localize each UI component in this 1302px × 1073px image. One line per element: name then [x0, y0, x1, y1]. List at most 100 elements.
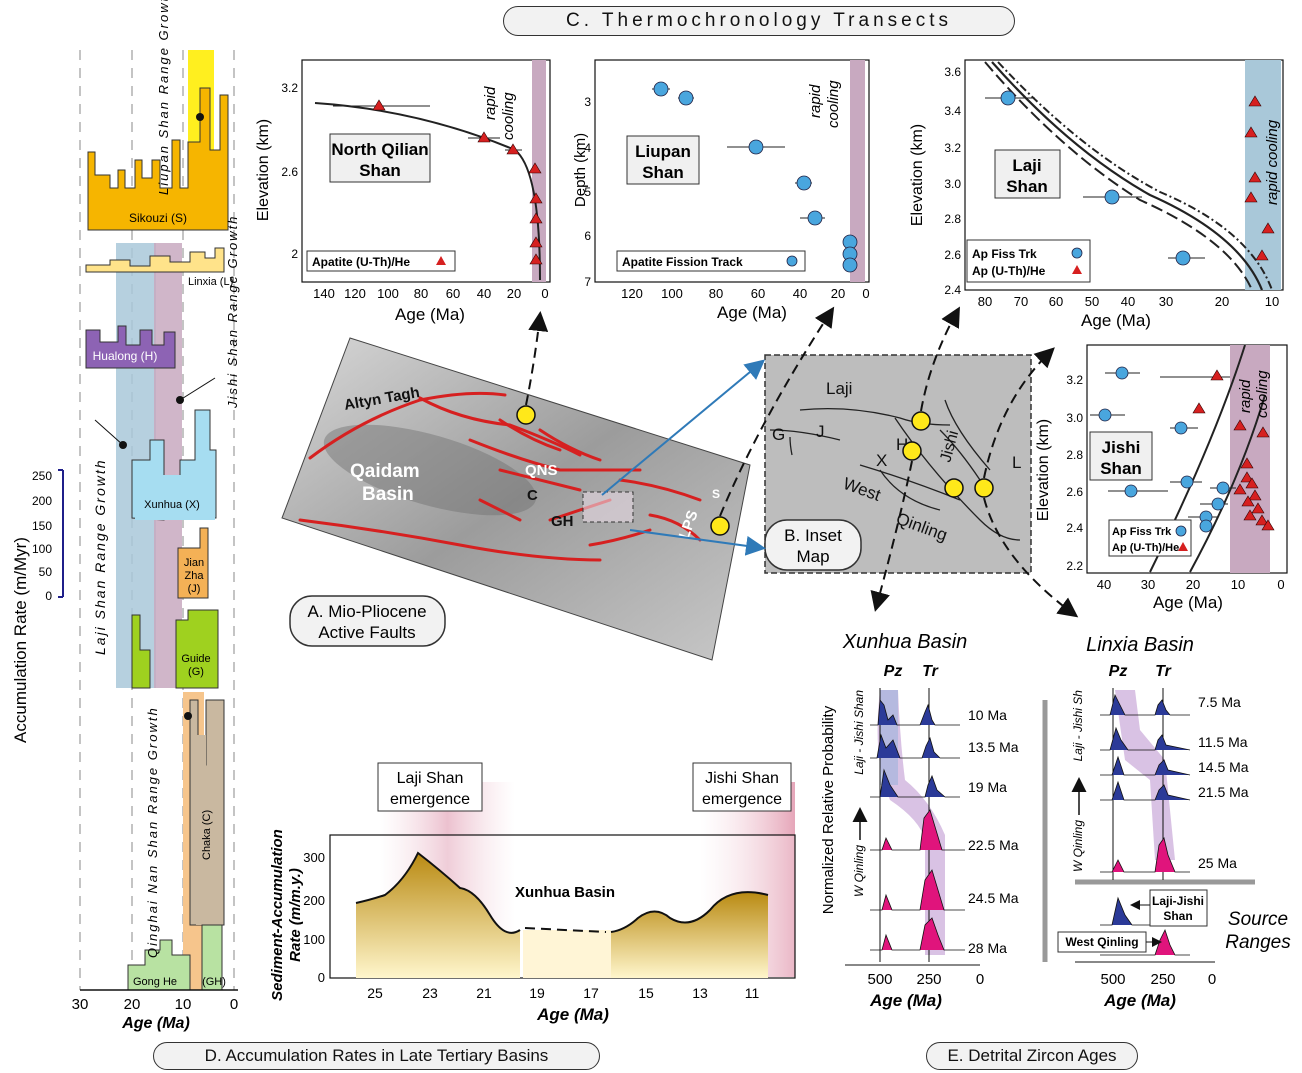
basin-label: Gong He	[133, 976, 177, 988]
label-thermo-north_qilian-yticks-2: 2	[291, 247, 298, 261]
label-zircon-xunhua_ages-3: 22.5 Ma	[968, 837, 1019, 853]
label-thermo-jishi-legend1: Ap Fiss Trk	[1112, 526, 1172, 538]
label-zircon-src_label2: Ranges	[1225, 932, 1291, 953]
label-thermo-jishi-yticks-5: 2.2	[1066, 559, 1083, 573]
label-zircon-xunhua_ages-2: 19 Ma	[968, 779, 1007, 795]
label-thermo-laji-title2: Shan	[1006, 177, 1048, 196]
label-thermo-liupan-xticks-5: 20	[831, 286, 845, 301]
label-left_column-y_ticks-3: 100	[32, 542, 52, 556]
label-thermo-jishi-note2: cooling	[1254, 370, 1271, 418]
label-zircon-xticks-0: 500	[867, 971, 892, 988]
label-map-inset_labels-3: J	[816, 422, 825, 441]
label-thermo-north_qilian-xticks-3: 80	[414, 286, 428, 301]
label-thermo-north_qilian-note1: rapid	[482, 86, 499, 120]
left-accumulation-column: Sikouzi (S) Linxia (L) Hualong (H) Xunhu…	[11, 0, 240, 1032]
basin-label: Guide	[181, 653, 210, 665]
label-zircon-src_west: West Qinling	[1065, 935, 1138, 949]
label-thermo-north_qilian-xticks-5: 40	[477, 286, 491, 301]
basin-label: Xunhua (X)	[144, 499, 200, 511]
label-zircon-xunhua_ages-0: 10 Ma	[968, 707, 1007, 723]
label-thermo-laji-note: rapid cooling	[1264, 119, 1281, 205]
label-zircon-src_label1: Source	[1228, 909, 1288, 930]
label-zircon-linxia_ages-2: 14.5 Ma	[1198, 759, 1249, 775]
basin-label: (J)	[188, 583, 201, 595]
label-map-labels-2: Basin	[362, 484, 414, 505]
label-thermo-jishi-yticks-0: 3.2	[1066, 373, 1083, 387]
label-thermo-jishi-yticks-2: 2.8	[1066, 448, 1083, 462]
panel-a-title-2: Active Faults	[318, 623, 415, 642]
label-zircon-xlabel: Age (Ma)	[869, 991, 942, 1010]
label-thermo-laji-xticks-4: 40	[1121, 294, 1135, 309]
panel-c-title: C. Thermochronology Transects	[503, 6, 1015, 36]
label-zircon-xunhua_ages-4: 24.5 Ma	[968, 890, 1019, 906]
label-thermo-laji-xticks-6: 20	[1215, 294, 1229, 309]
fault-map: Altyn Tagh Qaidam Basin QNS C GH LPS S	[281, 337, 751, 661]
label-thermo-liupan-title2: Shan	[642, 163, 684, 182]
label-accum_chart-xticks-6: 13	[692, 985, 708, 1001]
label-map-inset_labels-5: X	[876, 451, 887, 470]
label-accum_chart-ylabel1: Sediment-Accumulation	[269, 829, 286, 1001]
label-accum_chart-laji_em_1: Laji Shan	[397, 770, 464, 787]
label-thermo-liupan-xticks-1: 100	[661, 286, 683, 301]
label-map-labels-1: Qaidam	[350, 461, 420, 482]
label-zircon-xticks-1: 250	[916, 971, 941, 988]
label-thermo-laji-xlabel: Age (Ma)	[1081, 311, 1151, 330]
label-thermo-laji-ylabel: Elevation (km)	[909, 124, 926, 226]
label-thermo-jishi-xticks-1: 30	[1141, 577, 1155, 592]
label-thermo-north_qilian-xticks-1: 120	[344, 286, 366, 301]
label-zircon-linxia_ages-0: 7.5 Ma	[1198, 694, 1241, 710]
label-left_column-y_ticks-0: 250	[32, 469, 52, 483]
label-thermo-north_qilian-xticks-0: 140	[313, 286, 335, 301]
label-zircon-xunhua_ages-5: 28 Ma	[968, 940, 1007, 956]
xunhua-zircon-chart: Xunhua Basin Pz Tr 10 Ma 13.5 Ma 19 Ma 2…	[820, 631, 1019, 1010]
label-accum_chart-laji_em_2: emergence	[390, 791, 470, 808]
label-accum_chart-xlabel: Age (Ma)	[536, 1005, 609, 1024]
label-thermo-jishi-note1: rapid	[1237, 379, 1254, 413]
label-thermo-laji-yticks-1: 3.4	[944, 104, 961, 118]
panel-b-title-1: B. Inset	[784, 526, 842, 545]
label-thermo-liupan-note1: rapid	[807, 84, 824, 118]
label-zircon-xunhua_side_top: Laji - Jishi Shan	[852, 690, 866, 775]
label-thermo-laji-xticks-7: 10	[1265, 294, 1279, 309]
label-map-labels-4: C	[527, 487, 538, 504]
label-zircon-tr: Tr	[922, 663, 938, 680]
panel-b-title-2: Map	[796, 547, 829, 566]
label-accum_chart-xticks-2: 21	[476, 985, 492, 1001]
label-thermo-laji-yticks-3: 3.0	[944, 177, 961, 191]
label-thermo-laji-yticks-2: 3.2	[944, 141, 961, 155]
growth-label: Liupan Shan Range Growth	[156, 0, 171, 195]
basin-label: Hualong (H)	[93, 349, 158, 363]
label-accum_chart-xticks-4: 17	[583, 985, 599, 1001]
label-thermo-liupan-note2: cooling	[825, 80, 842, 128]
label-thermo-laji-yticks-0: 3.6	[944, 65, 961, 79]
xunhua-histograms	[870, 698, 965, 951]
label-thermo-jishi-legend2: Ap (U-Th)/He	[1112, 542, 1179, 554]
label-thermo-north_qilian-ylabel: Elevation (km)	[255, 119, 272, 221]
label-accum_chart-ylabel2: Rate (m/m.y.)	[287, 868, 304, 962]
panel-a-title-1: A. Mio-Pliocene	[307, 602, 426, 621]
label-zircon-linxia_title: Linxia Basin	[1086, 634, 1194, 656]
label-thermo-north_qilian-xticks-4: 60	[446, 286, 460, 301]
liupan-plot: Liupan Shan rapid cooling Apatite Fissio…	[572, 59, 870, 322]
label-thermo-north_qilian-note2: cooling	[500, 92, 517, 140]
laji-plot: Laji Shan rapid cooling Ap Fiss Trk Ap (…	[909, 59, 1284, 330]
label-thermo-liupan-yticks-4: 7	[584, 275, 591, 289]
label-left_column-y_ticks-2: 150	[32, 519, 52, 533]
label-zircon-linxia_side_top: Laji - Jishi Sh	[1071, 690, 1085, 762]
label-thermo-north_qilian-legend: Apatite (U-Th)/He	[312, 255, 410, 269]
basin-label: (G)	[188, 666, 204, 678]
label-thermo-laji-yticks-4: 2.8	[944, 212, 961, 226]
label-thermo-north_qilian-xticks-2: 100	[377, 286, 399, 301]
label-thermo-liupan-xticks-0: 120	[621, 286, 643, 301]
label-thermo-laji-title1: Laji	[1012, 156, 1041, 175]
basin-label: Zha	[185, 570, 205, 582]
panel-d-title: D. Accumulation Rates in Late Tertiary B…	[153, 1042, 600, 1070]
basin-label: Sikouzi (S)	[129, 211, 187, 225]
label-zircon-pz: Pz	[884, 663, 903, 680]
label-thermo-laji-xticks-3: 50	[1085, 294, 1099, 309]
label-left_column-y_ticks-5: 0	[45, 589, 52, 603]
label-zircon-src_laji1: Laji-Jishi	[1152, 894, 1204, 908]
label-thermo-laji-yticks-5: 2.6	[944, 248, 961, 262]
label-thermo-jishi-yticks-3: 2.6	[1066, 485, 1083, 499]
label-left_column-x_ticks-3: 0	[230, 996, 238, 1013]
